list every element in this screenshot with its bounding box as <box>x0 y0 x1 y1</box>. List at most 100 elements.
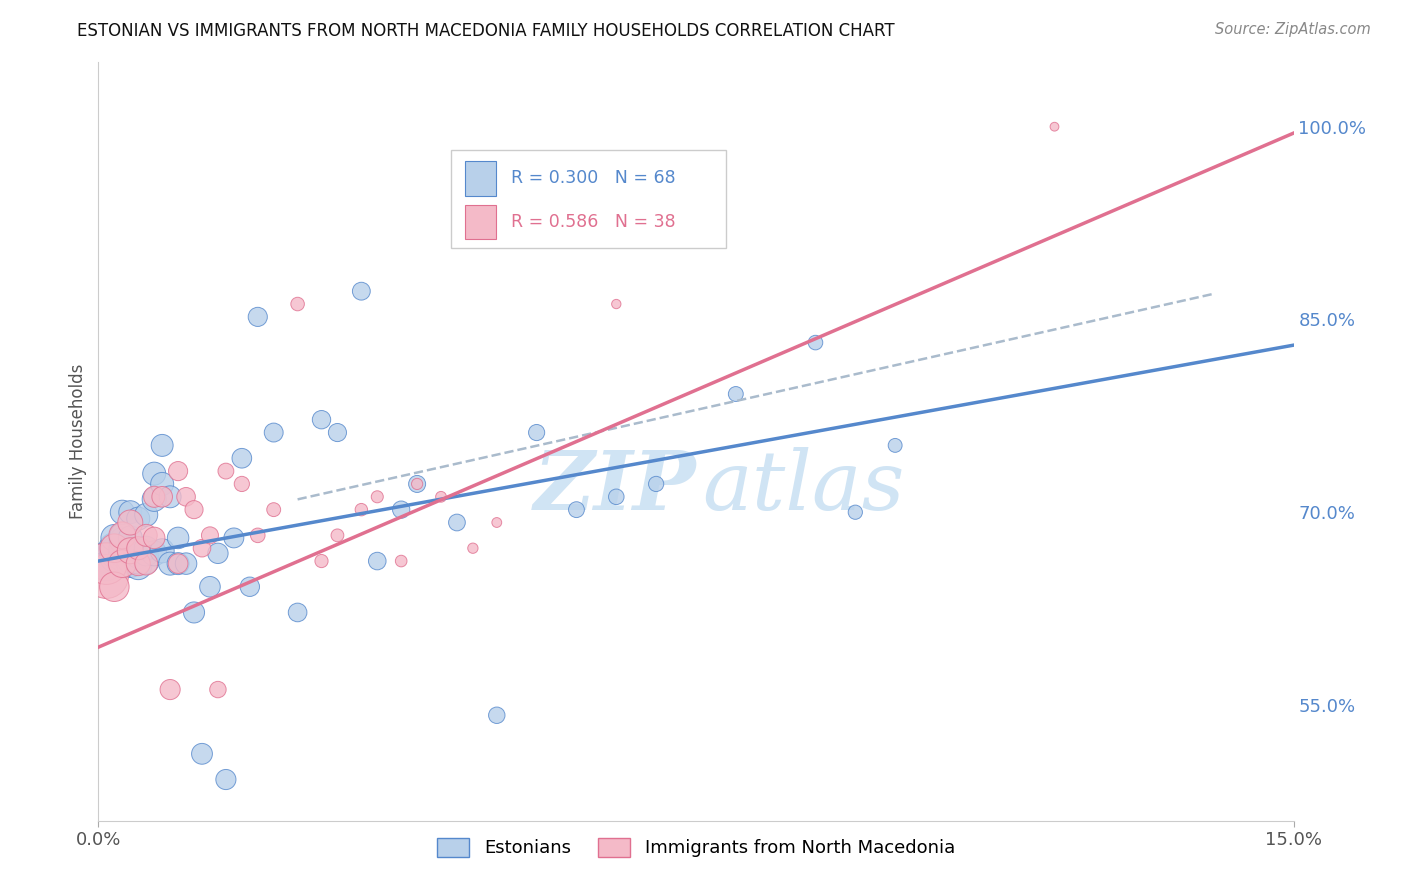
Point <box>127 549 149 563</box>
Point <box>96 569 118 583</box>
Point <box>246 528 269 542</box>
Point <box>120 541 142 556</box>
Point <box>120 557 142 571</box>
Point <box>103 580 125 594</box>
FancyBboxPatch shape <box>465 161 496 195</box>
Point <box>326 528 349 542</box>
Point <box>135 554 157 568</box>
Point <box>207 682 229 697</box>
Text: R = 0.586   N = 38: R = 0.586 N = 38 <box>510 212 675 231</box>
Point <box>565 502 588 516</box>
Point <box>350 284 373 298</box>
Point <box>215 772 238 787</box>
Point <box>246 310 269 324</box>
Point <box>111 546 134 560</box>
Legend: Estonians, Immigrants from North Macedonia: Estonians, Immigrants from North Macedon… <box>430 830 962 864</box>
Point <box>135 546 157 560</box>
FancyBboxPatch shape <box>465 204 496 239</box>
Point <box>120 553 142 567</box>
Point <box>231 477 253 491</box>
Point <box>350 502 373 516</box>
Point <box>366 490 388 504</box>
Point <box>159 682 181 697</box>
Point <box>120 543 142 558</box>
Point <box>311 413 333 427</box>
Point <box>135 528 157 542</box>
Point <box>111 541 134 556</box>
Point <box>311 554 333 568</box>
Y-axis label: Family Households: Family Households <box>69 364 87 519</box>
Point <box>103 541 125 556</box>
Point <box>120 505 142 519</box>
Point <box>263 425 285 440</box>
Point <box>174 557 197 571</box>
Point <box>406 477 429 491</box>
Point <box>159 557 181 571</box>
Point <box>884 438 907 452</box>
Point <box>111 528 134 542</box>
Point <box>111 533 134 548</box>
Point <box>150 490 173 504</box>
Point <box>167 531 190 545</box>
Point <box>191 541 214 556</box>
Point <box>406 477 429 491</box>
Point <box>143 531 166 545</box>
Text: atlas: atlas <box>702 447 904 527</box>
Text: ZIP: ZIP <box>533 447 696 527</box>
Point <box>239 580 262 594</box>
Point <box>183 502 205 516</box>
Point <box>150 477 173 491</box>
Point <box>143 492 166 507</box>
Point <box>844 505 866 519</box>
Point <box>167 557 190 571</box>
Point <box>103 541 125 556</box>
Point <box>111 528 134 542</box>
Point <box>485 708 508 723</box>
Point <box>485 516 508 530</box>
Point <box>198 580 221 594</box>
Point <box>135 557 157 571</box>
Point <box>222 531 245 545</box>
Point <box>645 477 668 491</box>
Point <box>605 297 627 311</box>
Point <box>174 490 197 504</box>
Point <box>135 541 157 556</box>
Text: Source: ZipAtlas.com: Source: ZipAtlas.com <box>1215 22 1371 37</box>
Point <box>215 464 238 478</box>
Point <box>135 508 157 522</box>
Point <box>198 528 221 542</box>
Point <box>150 543 173 558</box>
Point <box>103 550 125 565</box>
Point <box>167 557 190 571</box>
Text: R = 0.300   N = 68: R = 0.300 N = 68 <box>510 169 675 187</box>
Point <box>446 516 468 530</box>
Point <box>111 557 134 571</box>
Point <box>127 541 149 556</box>
Point <box>127 543 149 558</box>
Point <box>143 467 166 481</box>
Point <box>127 557 149 571</box>
Point <box>127 511 149 525</box>
Point <box>150 438 173 452</box>
Point <box>96 557 118 571</box>
Point <box>120 531 142 545</box>
Point <box>143 546 166 560</box>
Point <box>183 606 205 620</box>
Point <box>103 543 125 558</box>
Point <box>804 335 827 350</box>
Point <box>263 502 285 516</box>
Point <box>111 557 134 571</box>
Point <box>103 531 125 545</box>
Point <box>96 559 118 574</box>
Point <box>167 464 190 478</box>
Point <box>191 747 214 761</box>
Point <box>111 550 134 565</box>
Point <box>231 451 253 466</box>
Point <box>389 502 412 516</box>
Point <box>159 490 181 504</box>
Point <box>461 541 484 556</box>
Point <box>287 297 309 311</box>
Point <box>430 490 453 504</box>
Point <box>287 606 309 620</box>
Point <box>605 490 627 504</box>
